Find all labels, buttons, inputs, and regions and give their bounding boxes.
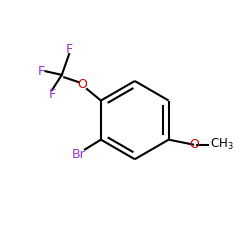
Text: F: F bbox=[38, 65, 44, 78]
Text: CH$_3$: CH$_3$ bbox=[210, 137, 234, 152]
Text: F: F bbox=[48, 88, 56, 101]
Text: O: O bbox=[78, 78, 88, 91]
Text: O: O bbox=[189, 138, 199, 151]
Text: Br: Br bbox=[72, 148, 86, 161]
Text: F: F bbox=[66, 43, 73, 56]
